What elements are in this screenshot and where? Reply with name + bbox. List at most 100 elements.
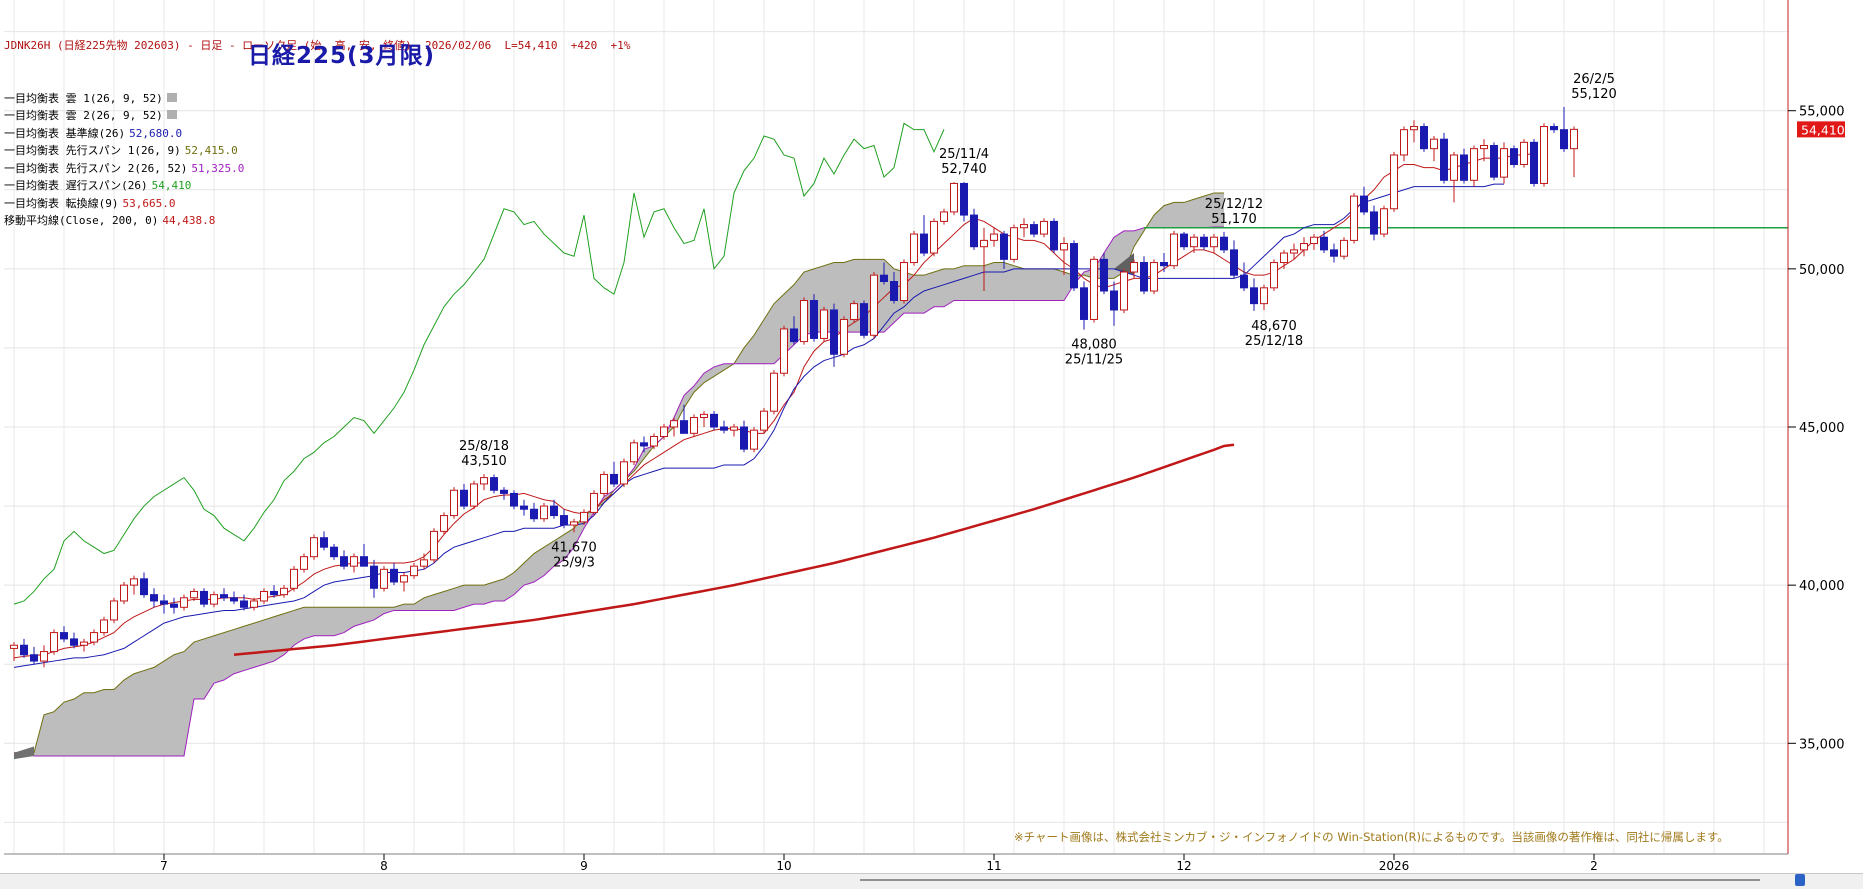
candle-body xyxy=(1260,287,1268,305)
candle-body xyxy=(1270,262,1278,289)
candle-body xyxy=(140,578,148,596)
senkou-span-b xyxy=(14,226,1224,757)
candle-body xyxy=(230,597,238,602)
legend-label: 一目均衡表 雲 1(26, 9, 52) xyxy=(4,91,163,105)
cloud-twist xyxy=(1114,253,1134,276)
candle-body xyxy=(210,594,218,605)
candle-body xyxy=(1500,148,1508,178)
candle-body xyxy=(1170,233,1178,267)
candle-body xyxy=(1360,195,1368,213)
candle-body xyxy=(390,568,398,583)
candle-body xyxy=(1300,243,1308,251)
x-tick-label: 10 xyxy=(776,859,791,873)
legend-label: 一目均衡表 基準線(26) xyxy=(4,126,126,140)
candle-body xyxy=(1150,262,1158,292)
candle-body xyxy=(800,299,808,343)
candle-body xyxy=(610,473,618,485)
candle-body xyxy=(480,477,488,485)
candle-body xyxy=(1370,211,1378,235)
candle-body xyxy=(40,651,48,662)
candle-body xyxy=(620,461,628,485)
candle-body xyxy=(1050,220,1058,251)
candle-body xyxy=(720,426,728,431)
horizontal-scrollbar[interactable] xyxy=(0,873,1863,889)
annotation-value: 48,080 xyxy=(1071,338,1117,353)
y-tick-label: 50,000 xyxy=(1799,263,1845,278)
candle-body xyxy=(470,483,478,507)
annotation-date: 25/11/25 xyxy=(1065,353,1123,368)
candle-body xyxy=(1470,148,1478,181)
candle-body xyxy=(1550,126,1558,131)
cloud-swatch-icon xyxy=(166,92,177,102)
candle-body xyxy=(360,556,368,567)
candle-body xyxy=(1180,233,1188,248)
candle-body xyxy=(930,220,938,254)
candle-body xyxy=(1020,224,1028,229)
legend-value: 54,410 xyxy=(151,179,192,192)
candle-body xyxy=(750,429,758,450)
candle-body xyxy=(170,603,178,608)
candle-body xyxy=(540,505,548,520)
x-tick-label: 11 xyxy=(986,859,1001,873)
candle-body xyxy=(520,505,528,510)
candle-body xyxy=(580,511,588,523)
candle-body xyxy=(100,619,108,634)
candle-body xyxy=(1310,236,1318,245)
candle-body xyxy=(1390,154,1398,210)
candle-body xyxy=(970,214,978,248)
x-tick-label: 2026 xyxy=(1379,859,1410,873)
candle-body xyxy=(1220,236,1228,251)
candle-body xyxy=(910,233,918,264)
candle-body xyxy=(290,568,298,589)
candle-body xyxy=(1510,148,1518,165)
candle-body xyxy=(1090,258,1098,320)
legend-label: 一目均衡表 雲 2(26, 9, 52) xyxy=(4,109,163,122)
legend-item: 一目均衡表 基準線(26) 52,680.0 xyxy=(4,125,630,143)
scroll-track[interactable] xyxy=(860,879,1760,881)
candle-body xyxy=(120,584,128,602)
candle-body xyxy=(1420,126,1428,150)
candle-body xyxy=(180,597,188,608)
candle-body xyxy=(340,556,348,567)
candle-body xyxy=(1490,144,1498,178)
candle-body xyxy=(550,505,558,517)
candle-body xyxy=(460,489,468,507)
legend-rows: 一目均衡表 雲 1(26, 9, 52) 一目均衡表 雲 2(26, 9, 52)… xyxy=(4,90,630,230)
series-line xyxy=(13,183,1504,668)
candle-body xyxy=(10,644,18,649)
legend-item: 一目均衡表 転換線(9) 53,665.0 xyxy=(4,195,630,213)
legend-item: 一目均衡表 遅行スパン(26) 54,410 xyxy=(4,177,630,195)
candle-body xyxy=(130,578,138,586)
candle-body xyxy=(880,274,888,283)
candle-body xyxy=(410,565,418,577)
legend-item: 一目均衡表 雲 1(26, 9, 52) xyxy=(4,90,630,108)
candle-body xyxy=(60,632,68,640)
candle-body xyxy=(1200,236,1208,248)
candle-body xyxy=(330,546,338,558)
candle-body xyxy=(510,492,518,507)
candle-body xyxy=(1240,274,1248,289)
series-line xyxy=(13,122,945,605)
legend-label: 移動平均線(Close, 200, 0) xyxy=(4,214,159,227)
candle-body xyxy=(1570,128,1578,150)
legend-item: 一目均衡表 雲 2(26, 9, 52) xyxy=(4,107,630,125)
candle-body xyxy=(700,413,708,419)
candle-body xyxy=(840,318,848,355)
cloud-fill xyxy=(14,192,1224,756)
candle-body xyxy=(1400,129,1408,156)
candle-body xyxy=(570,521,578,526)
legend-item: 一目均衡表 先行スパン 2(26, 52) 51,325.0 xyxy=(4,160,630,178)
candle-body xyxy=(280,587,288,596)
header-line: JDNK26H (日経225先物 202603) - 日足 - ローソク足 (始… xyxy=(4,39,631,52)
candle-body xyxy=(560,515,568,526)
candle-body xyxy=(50,632,58,653)
scroll-thumb[interactable] xyxy=(1795,874,1805,886)
candle-body xyxy=(370,565,378,589)
candle-body xyxy=(1540,126,1548,184)
candle-body xyxy=(770,372,778,412)
candle-body xyxy=(1210,236,1218,248)
candle-body xyxy=(780,328,788,374)
chart-title: 日経225(3月限) xyxy=(248,43,436,69)
candle-body xyxy=(310,537,318,558)
